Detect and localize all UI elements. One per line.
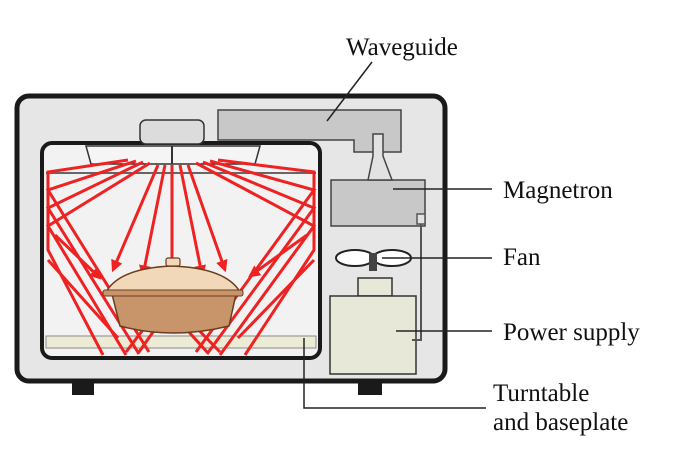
magnetron xyxy=(330,179,426,227)
fan-icon xyxy=(335,249,412,271)
supply-conduit xyxy=(412,222,422,341)
leader-lines xyxy=(303,61,492,409)
turntable-baseplate xyxy=(45,335,317,349)
leader-turntable xyxy=(303,338,486,409)
magnetron-label: Magnetron xyxy=(503,177,613,204)
fan-label: Fan xyxy=(503,244,541,271)
turntable-label: Turntable and baseplate xyxy=(493,379,628,437)
waveguide-channel xyxy=(217,109,402,153)
leader-waveguide xyxy=(326,61,373,122)
power-supply-label: Power supply xyxy=(503,319,640,346)
waveguide-label: Waveguide xyxy=(346,34,458,61)
turntable-label-line2: and baseplate xyxy=(493,409,629,436)
magnetron-antenna xyxy=(367,133,394,181)
food-dish xyxy=(102,257,244,334)
microwave-rays xyxy=(45,158,317,356)
turntable-label-line1: Turntable xyxy=(493,380,590,407)
power-supply-top-cap xyxy=(357,277,393,297)
power-supply xyxy=(329,295,417,375)
stirrer-motor xyxy=(139,119,205,145)
